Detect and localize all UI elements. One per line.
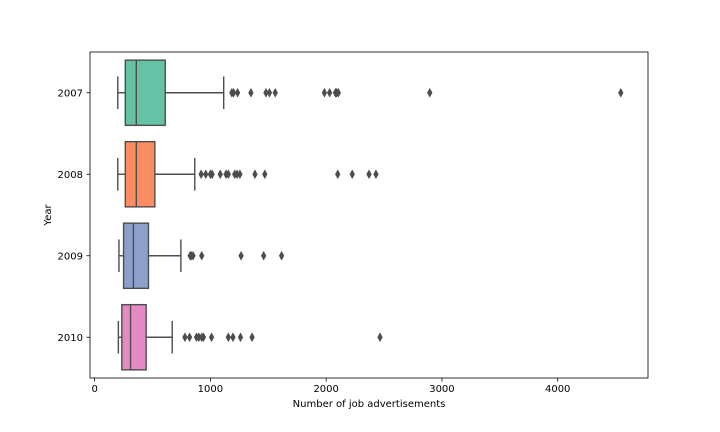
x-tick-label: 4000 — [545, 384, 570, 395]
outlier-point — [208, 332, 215, 343]
outlier-point — [249, 332, 255, 343]
outlier-point — [260, 250, 267, 261]
box — [124, 59, 166, 127]
y-tick-label: 2010 — [58, 333, 83, 344]
outlier-point — [237, 169, 243, 180]
outlier-point — [373, 169, 379, 180]
x-axis-label: Number of job advertisements — [293, 399, 446, 410]
plot-area — [89, 51, 649, 379]
outlier-point — [225, 332, 232, 343]
y-tick-label: 2007 — [58, 88, 83, 99]
chart-marks — [117, 59, 624, 371]
outlier-point — [266, 87, 273, 98]
y-tick-label: 2009 — [58, 251, 83, 262]
x-tick-label: 3000 — [429, 384, 454, 395]
x-tick-label: 1000 — [198, 384, 223, 395]
box-2008 — [117, 140, 379, 208]
outlier-point — [200, 332, 207, 343]
box — [124, 140, 156, 208]
outlier-point — [209, 169, 215, 180]
box-2007 — [117, 59, 624, 127]
box-2009 — [118, 222, 285, 290]
x-axis: 0 1000 2000 3000 4000 — [91, 378, 570, 395]
outlier-point — [238, 250, 244, 261]
outlier-point — [377, 332, 383, 343]
outlier-point — [199, 250, 205, 261]
outlier-point — [248, 87, 254, 98]
outlier-point — [217, 169, 223, 180]
outlier-point — [198, 169, 204, 180]
outlier-point — [252, 169, 258, 180]
outlier-point — [335, 169, 341, 180]
outlier-point — [326, 87, 333, 98]
outlier-point — [203, 169, 209, 180]
y-axis-label: Year — [43, 204, 54, 227]
box — [122, 222, 150, 290]
outlier-point — [230, 332, 236, 343]
outlier-point — [234, 87, 241, 98]
x-tick-label: 2000 — [313, 384, 338, 395]
box-2010 — [117, 303, 383, 371]
box — [121, 303, 147, 371]
outlier-point — [427, 87, 433, 98]
x-tick-label: 0 — [91, 384, 97, 395]
outlier-point — [272, 87, 278, 98]
outlier-point — [182, 332, 188, 343]
outlier-point — [230, 87, 237, 98]
outlier-point — [225, 169, 232, 180]
outlier-point — [618, 87, 624, 98]
y-axis: 2007 2008 2009 2010 — [58, 88, 90, 344]
y-tick-label: 2008 — [58, 170, 83, 181]
outlier-point — [366, 169, 372, 180]
outlier-point — [186, 332, 193, 343]
outlier-point — [335, 87, 342, 98]
outlier-point — [262, 169, 268, 180]
outlier-point — [278, 250, 285, 261]
outlier-point — [237, 332, 244, 343]
outlier-point — [349, 169, 355, 180]
outlier-point — [190, 250, 196, 261]
outlier-point — [321, 87, 328, 98]
